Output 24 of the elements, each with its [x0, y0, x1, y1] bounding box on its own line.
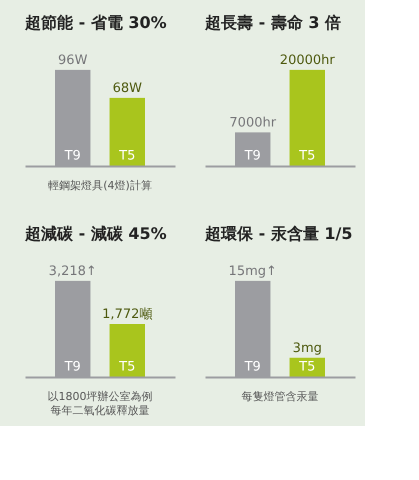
x-tick-label: T5 [118, 360, 136, 374]
chart-title: 超節能 - 省電 30% [24, 13, 167, 32]
x-tick-label: T9 [244, 360, 261, 374]
text: 輕鋼架燈具(4燈)計算 [48, 179, 152, 192]
chart-title: 超減碳 - 減碳 45% [24, 224, 167, 243]
data-label: 68W [112, 80, 142, 96]
x-tick-label: T5 [298, 148, 316, 164]
x-tick-label: T9 [64, 360, 81, 374]
chart-title: 超長壽 - 壽命 3 倍 [204, 13, 342, 32]
x-tick-label: T5 [118, 148, 136, 164]
chart-title: 超環保 - 汞含量 1/5 [204, 224, 352, 243]
data-label: 7000hr [229, 115, 277, 130]
x-tick-label: T9 [64, 148, 81, 164]
data-label: 20000hr [280, 52, 336, 68]
x-tick-label: T9 [244, 148, 261, 164]
data-label: 3mg [292, 340, 322, 356]
data-label: 15mg↑ [228, 264, 277, 279]
text: 每隻燈管含汞量 [242, 390, 318, 403]
text: 以1800坪辦公室為例 [48, 390, 152, 403]
data-label: 1,772噸 [102, 307, 152, 322]
data-label: 3,218↑ [48, 264, 97, 279]
text: 每年二氧化碳釋放量 [50, 404, 150, 417]
data-label: 96W [58, 52, 88, 68]
x-tick-label: T5 [298, 360, 316, 374]
